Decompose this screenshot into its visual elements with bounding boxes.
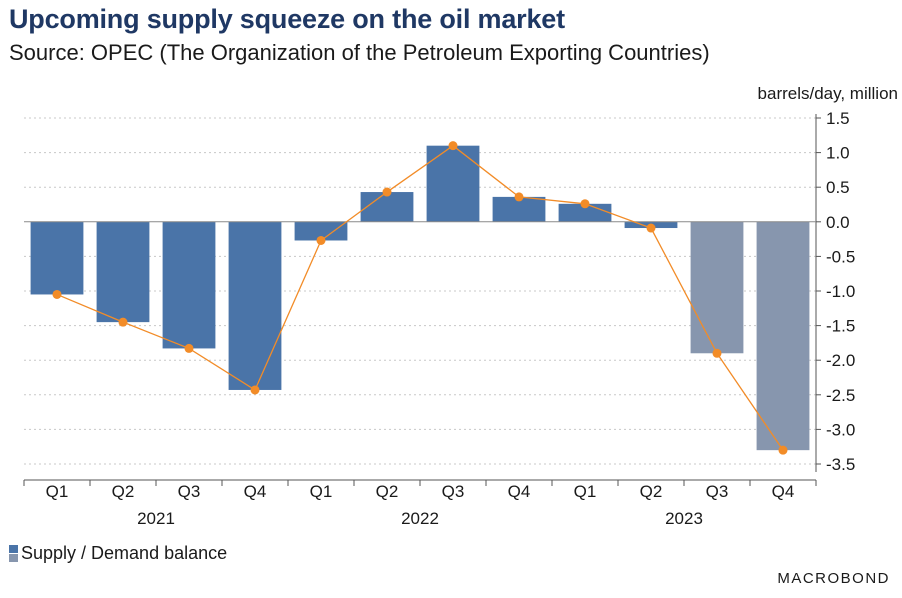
line-point [514,192,524,202]
line-point [316,235,326,245]
chart-title: Upcoming supply squeeze on the oil marke… [9,4,565,34]
y-tick-label: -2.5 [826,386,855,405]
chart-subtitle: Source: OPEC (The Organization of the Pe… [9,40,710,65]
y-tick-label: -1.0 [826,282,855,301]
line-point [646,223,656,233]
y-axis-unit-label: barrels/day, million [757,84,898,103]
y-tick-label: -1.5 [826,317,855,336]
x-tick-label: Q2 [376,482,399,501]
line-point [448,141,458,151]
y-tick-label: -2.0 [826,351,855,370]
y-tick-label: 1.0 [826,144,850,163]
bar [162,221,216,349]
legend-swatch-icon [9,545,18,562]
bar [30,221,84,295]
bar [360,192,414,222]
y-tick-label: -3.0 [826,420,855,439]
y-tick-label: 0.5 [826,178,850,197]
legend-label: Supply / Demand balance [21,543,228,563]
line-point [250,385,260,395]
x-year-label: 2022 [401,509,439,528]
line-point [712,348,722,358]
x-year-label: 2023 [665,509,703,528]
x-tick-label: Q3 [442,482,465,501]
x-year-label: 2021 [137,509,175,528]
y-tick-label: -0.5 [826,247,855,266]
x-tick-label: Q2 [112,482,135,501]
x-tick-label: Q4 [772,482,795,501]
x-tick-label: Q1 [574,482,597,501]
x-tick-label: Q4 [244,482,267,501]
x-tick-label: Q4 [508,482,531,501]
y-tick-label: 0.0 [826,213,850,232]
line-point [184,343,194,353]
x-tick-label: Q3 [178,482,201,501]
line-point [778,445,788,455]
line-point [382,187,392,197]
line-point [580,199,590,209]
x-tick-label: Q2 [640,482,663,501]
bar [756,221,810,451]
series-line [56,144,784,451]
x-tick-label: Q1 [46,482,69,501]
bar [294,221,348,241]
bar [96,221,150,323]
x-tick-label: Q1 [310,482,333,501]
bar [690,221,744,354]
bar [426,145,480,222]
y-tick-label: 1.5 [826,109,850,128]
x-tick-label: Q3 [706,482,729,501]
line-point [118,317,128,327]
y-tick-label: -3.5 [826,455,855,474]
legend: Supply / Demand balance [9,543,227,564]
brand-logo: MACROBOND [777,570,890,587]
line-point [52,289,62,299]
bar-chart: 1.5 1.0 0.5 0.0 -0.5 -1.0 -1.5 -2.0 -2.5 -3.0 -3.5… [23,109,855,528]
bar [228,221,282,390]
